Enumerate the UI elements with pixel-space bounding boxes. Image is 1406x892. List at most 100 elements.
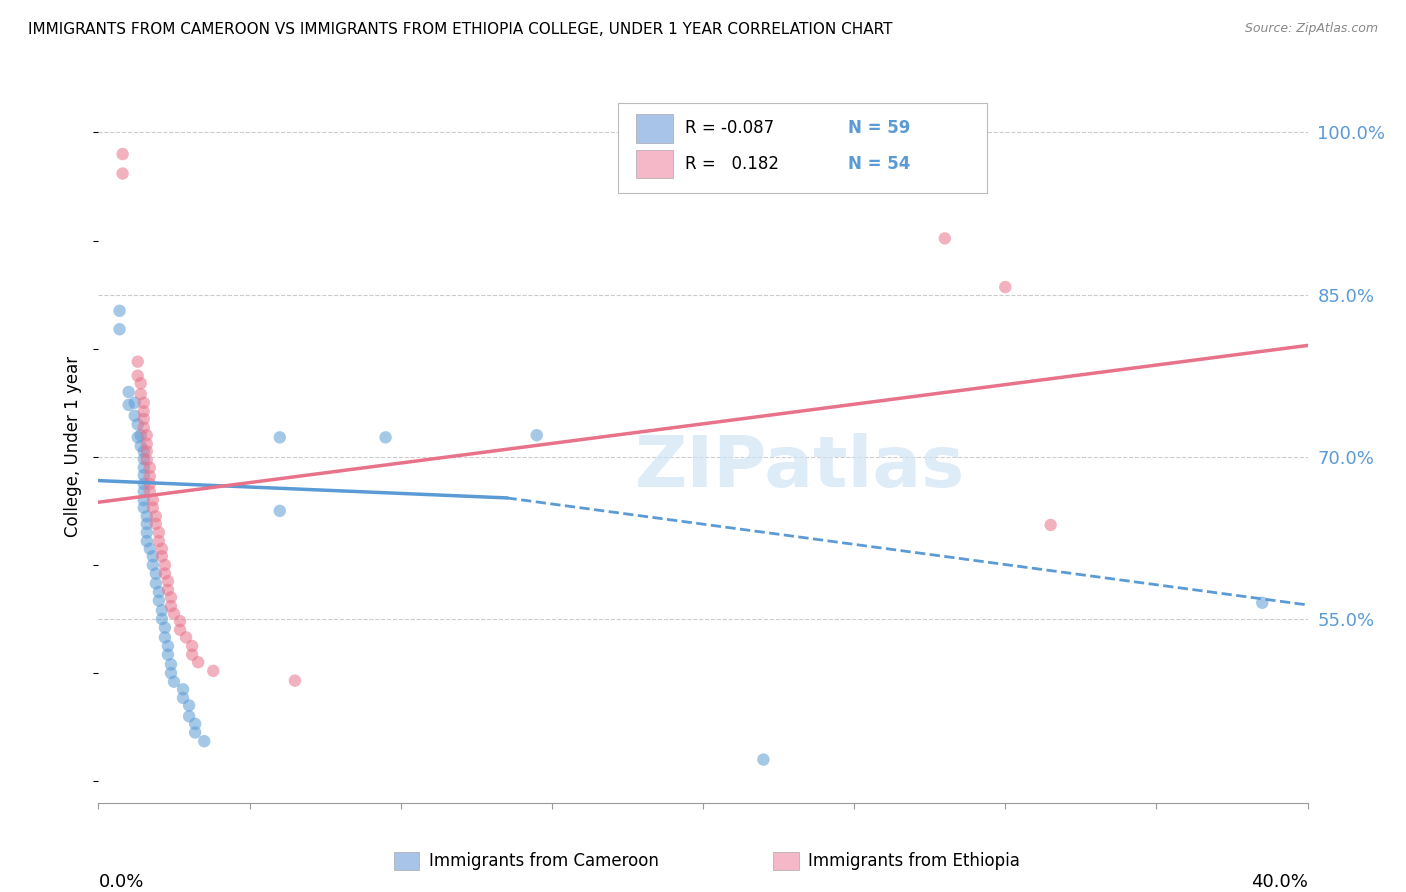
Point — [132, 420, 155, 434]
Point — [142, 549, 165, 564]
Point — [1251, 596, 1274, 610]
Point — [132, 412, 155, 426]
Point — [139, 460, 162, 475]
Point — [1039, 517, 1062, 532]
Point — [124, 409, 146, 423]
Point — [129, 428, 152, 442]
Point — [132, 444, 155, 458]
Point — [145, 516, 167, 531]
Text: ZIPatlas: ZIPatlas — [634, 433, 965, 502]
Point — [153, 558, 176, 572]
Point — [148, 585, 170, 599]
FancyBboxPatch shape — [637, 150, 673, 178]
Point — [179, 709, 201, 723]
Point — [269, 430, 291, 444]
Text: Immigrants from Cameroon: Immigrants from Cameroon — [429, 852, 658, 870]
Point — [184, 725, 207, 739]
Point — [148, 534, 170, 549]
Point — [139, 476, 162, 491]
Point — [118, 398, 141, 412]
Point — [139, 484, 162, 499]
Point — [135, 453, 157, 467]
Point — [526, 428, 548, 442]
Point — [108, 322, 131, 336]
Point — [135, 534, 157, 549]
Text: R =   0.182: R = 0.182 — [685, 155, 779, 173]
Point — [150, 603, 173, 617]
Point — [145, 566, 167, 581]
Point — [202, 664, 225, 678]
Point — [163, 607, 186, 621]
Point — [127, 368, 149, 383]
Point — [118, 384, 141, 399]
Point — [132, 493, 155, 508]
Point — [124, 396, 146, 410]
Point — [160, 599, 183, 613]
Point — [150, 612, 173, 626]
Point — [153, 631, 176, 645]
Point — [111, 147, 134, 161]
Point — [132, 484, 155, 499]
Point — [145, 576, 167, 591]
Point — [132, 468, 155, 483]
Point — [132, 396, 155, 410]
Point — [150, 549, 173, 564]
Point — [135, 437, 157, 451]
Point — [148, 525, 170, 540]
Point — [193, 734, 215, 748]
Point — [160, 666, 183, 681]
Point — [127, 430, 149, 444]
Point — [111, 167, 134, 181]
Point — [156, 648, 179, 662]
Point — [172, 690, 194, 705]
Point — [169, 614, 191, 628]
Point — [132, 500, 155, 515]
Point — [374, 430, 396, 444]
Point — [139, 469, 162, 483]
Text: 40.0%: 40.0% — [1251, 873, 1308, 891]
Point — [129, 387, 152, 401]
Point — [132, 404, 155, 418]
FancyBboxPatch shape — [637, 114, 673, 143]
Point — [179, 698, 201, 713]
Point — [139, 541, 162, 556]
Point — [142, 558, 165, 572]
Point — [135, 444, 157, 458]
Text: R = -0.087: R = -0.087 — [685, 120, 773, 137]
Text: Source: ZipAtlas.com: Source: ZipAtlas.com — [1244, 22, 1378, 36]
Point — [135, 516, 157, 531]
Point — [994, 280, 1017, 294]
Point — [129, 376, 152, 391]
Point — [153, 566, 176, 581]
Text: 0.0%: 0.0% — [98, 873, 143, 891]
Point — [752, 753, 775, 767]
Point — [135, 525, 157, 540]
Point — [934, 231, 956, 245]
Text: Immigrants from Ethiopia: Immigrants from Ethiopia — [808, 852, 1021, 870]
Point — [169, 623, 191, 637]
Point — [284, 673, 307, 688]
Point — [172, 682, 194, 697]
Point — [153, 621, 176, 635]
Point — [269, 504, 291, 518]
Point — [127, 417, 149, 432]
Point — [156, 574, 179, 589]
Point — [135, 428, 157, 442]
Point — [142, 493, 165, 508]
Point — [174, 631, 197, 645]
Point — [156, 582, 179, 597]
Point — [142, 500, 165, 515]
Point — [135, 509, 157, 524]
Point — [132, 452, 155, 467]
Point — [132, 476, 155, 491]
Point — [181, 648, 204, 662]
Text: IMMIGRANTS FROM CAMEROON VS IMMIGRANTS FROM ETHIOPIA COLLEGE, UNDER 1 YEAR CORRE: IMMIGRANTS FROM CAMEROON VS IMMIGRANTS F… — [28, 22, 893, 37]
Point — [145, 509, 167, 524]
Point — [163, 674, 186, 689]
Point — [184, 717, 207, 731]
Point — [148, 593, 170, 607]
Point — [132, 460, 155, 475]
Point — [181, 639, 204, 653]
Point — [160, 591, 183, 605]
Point — [187, 655, 209, 669]
